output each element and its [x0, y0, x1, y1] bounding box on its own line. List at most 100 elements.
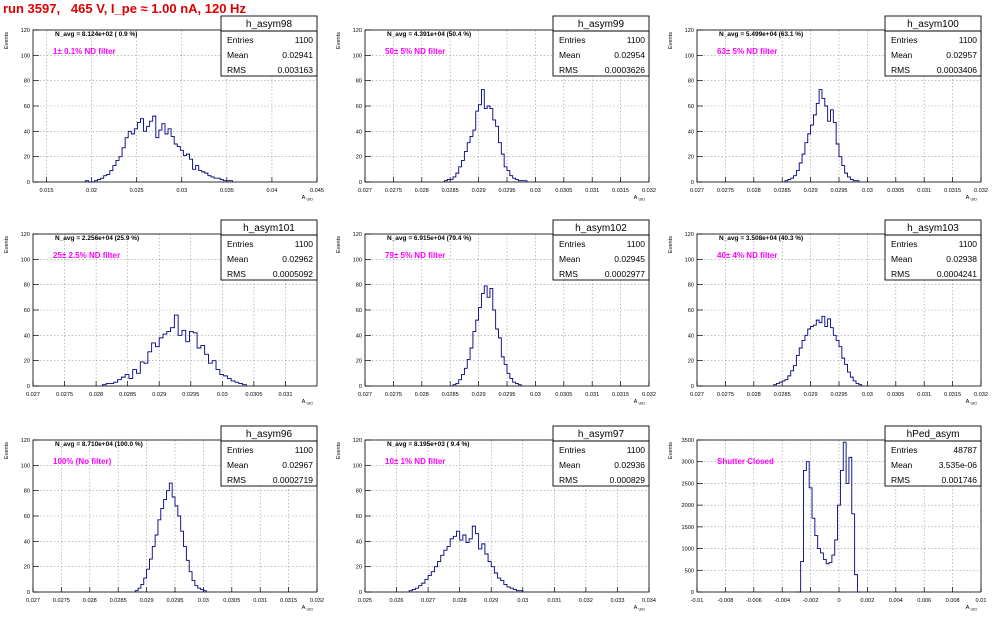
n-avg-annotation: N_avg = 8.710e+04 (100.0 %): [55, 441, 143, 448]
x-tick-label: 0.045: [310, 188, 324, 194]
filter-annotation: 100% (No filter): [53, 457, 112, 466]
y-tick-label: 40: [356, 333, 362, 339]
x-tick-label: 0.034: [642, 598, 656, 604]
y-tick-label: 120: [21, 438, 30, 444]
stats-value: 0.02945: [614, 254, 645, 264]
x-axis-label: A UID: [302, 605, 314, 612]
y-tick-label: 0: [359, 590, 362, 596]
y-tick-label: 120: [353, 438, 362, 444]
stats-label: Entries: [227, 239, 253, 249]
filter-annotation: 63± 5% ND filter: [717, 47, 777, 56]
stats-box-frame: [552, 425, 650, 487]
x-axis-label-subscript: UID: [305, 402, 313, 406]
stats-label: Mean: [891, 254, 913, 264]
x-tick-label: 0.028: [747, 392, 761, 398]
stats-box: h_asym101 Entries 1100 Mean 0.02962 RMS 0.0005…: [220, 219, 318, 281]
y-tick-label: 100: [353, 257, 362, 263]
x-axis-label-subscript: UID: [969, 402, 977, 406]
x-tick-label: 0.002: [860, 598, 874, 604]
stats-value: 0.0004241: [937, 269, 977, 279]
y-tick-label: 20: [356, 565, 362, 571]
y-tick-label: 0: [27, 180, 30, 186]
stats-value: 3.535e-06: [939, 460, 978, 470]
x-tick-label: 0.0295: [498, 188, 515, 194]
y-tick-label: 40: [24, 129, 30, 135]
x-tick-label: 0.026: [390, 598, 404, 604]
histogram-panel-h_asym102: 0.027 0.0275 0.028 0.0285 0.029 0.0295 0.03 0.0…: [336, 219, 656, 406]
x-tick-label: 0.031: [547, 598, 561, 604]
stats-box: h_asym96 Entries 1100 Mean 0.02967 RMS 0.00027…: [220, 425, 318, 487]
y-tick-label: 120: [353, 28, 362, 34]
stats-box-frame: [884, 219, 982, 281]
stats-box-frame: [220, 15, 318, 77]
y-tick-label: 100: [353, 53, 362, 59]
x-tick-label: 0.0285: [774, 188, 791, 194]
stats-box-title: h_asym98: [246, 19, 293, 30]
x-tick-label: 0.0275: [53, 598, 70, 604]
y-tick-label: 40: [688, 129, 694, 135]
stats-box-title: hPed_asym: [907, 429, 960, 440]
x-tick-label: 0.0305: [555, 188, 572, 194]
y-tick-label: 1500: [682, 525, 694, 531]
stats-box-title: h_asym102: [575, 223, 627, 234]
stats-label: RMS: [559, 269, 578, 279]
x-tick-label: 0.0295: [498, 392, 515, 398]
x-tick-label: 0.03: [176, 188, 187, 194]
stats-box: h_asym99 Entries 1100 Mean 0.02954 RMS 0.00036…: [552, 15, 650, 77]
stats-label: Entries: [227, 35, 253, 45]
x-tick-label: 0.0295: [830, 392, 847, 398]
stats-value: 1100: [627, 35, 646, 45]
stats-value: 48787: [953, 445, 977, 455]
y-tick-label: 3500: [682, 438, 694, 444]
y-axis-label: Events: [668, 442, 674, 459]
x-tick-label: 0.028: [415, 188, 429, 194]
y-tick-label: 60: [356, 308, 362, 314]
stats-box-title: h_asym97: [578, 429, 625, 440]
y-tick-label: 100: [21, 463, 30, 469]
y-tick-label: 20: [356, 359, 362, 365]
stats-label: RMS: [227, 475, 246, 485]
y-tick-label: 2000: [682, 503, 694, 509]
stats-label: RMS: [559, 475, 578, 485]
x-tick-label: 0.0315: [944, 392, 961, 398]
x-axis-label-subscript: UID: [969, 198, 977, 202]
page-title: run 3597, 465 V, I_pe ≈ 1.00 nA, 120 Hz: [3, 1, 246, 16]
x-tick-label: 0.031: [585, 188, 599, 194]
y-tick-label: 120: [21, 232, 30, 238]
y-tick-label: 100: [353, 463, 362, 469]
x-tick-label: 0.027: [690, 188, 704, 194]
y-tick-label: 80: [356, 283, 362, 289]
y-tick-label: 120: [685, 232, 694, 238]
y-tick-label: 0: [691, 384, 694, 390]
histogram-line: [408, 525, 524, 592]
y-tick-label: 80: [356, 79, 362, 85]
stats-value: 0.0005092: [273, 269, 313, 279]
y-tick-label: 40: [356, 129, 362, 135]
stats-label: Entries: [891, 35, 917, 45]
x-tick-label: 0.0285: [119, 392, 136, 398]
x-tick-label: 0.025: [358, 598, 372, 604]
x-tick-label: -0.002: [803, 598, 819, 604]
filter-annotation: 40± 4% ND filter: [717, 251, 777, 260]
x-axis-label-subscript: UID: [305, 608, 313, 612]
stats-label: Mean: [227, 254, 249, 264]
stats-label: Entries: [559, 35, 585, 45]
y-axis-label: Events: [4, 32, 10, 49]
y-tick-label: 60: [24, 308, 30, 314]
y-tick-label: 0: [691, 180, 694, 186]
histogram-panel-h_asym100: 0.027 0.0275 0.028 0.0285 0.029 0.0295 0.03 0.0…: [668, 15, 988, 202]
y-tick-label: 80: [24, 283, 30, 289]
y-tick-label: 80: [24, 489, 30, 495]
x-tick-label: -0.004: [774, 598, 790, 604]
stats-label: Mean: [227, 460, 249, 470]
x-tick-label: 0.028: [747, 188, 761, 194]
y-tick-label: 20: [24, 155, 30, 161]
stats-label: Entries: [559, 445, 585, 455]
y-tick-label: 100: [685, 257, 694, 263]
x-axis-label-subscript: UID: [637, 608, 645, 612]
stats-value: 0.0002719: [273, 475, 313, 485]
histogram-line: [773, 315, 863, 386]
stats-value: 1100: [295, 35, 314, 45]
stats-box-title: h_asym99: [578, 19, 625, 30]
